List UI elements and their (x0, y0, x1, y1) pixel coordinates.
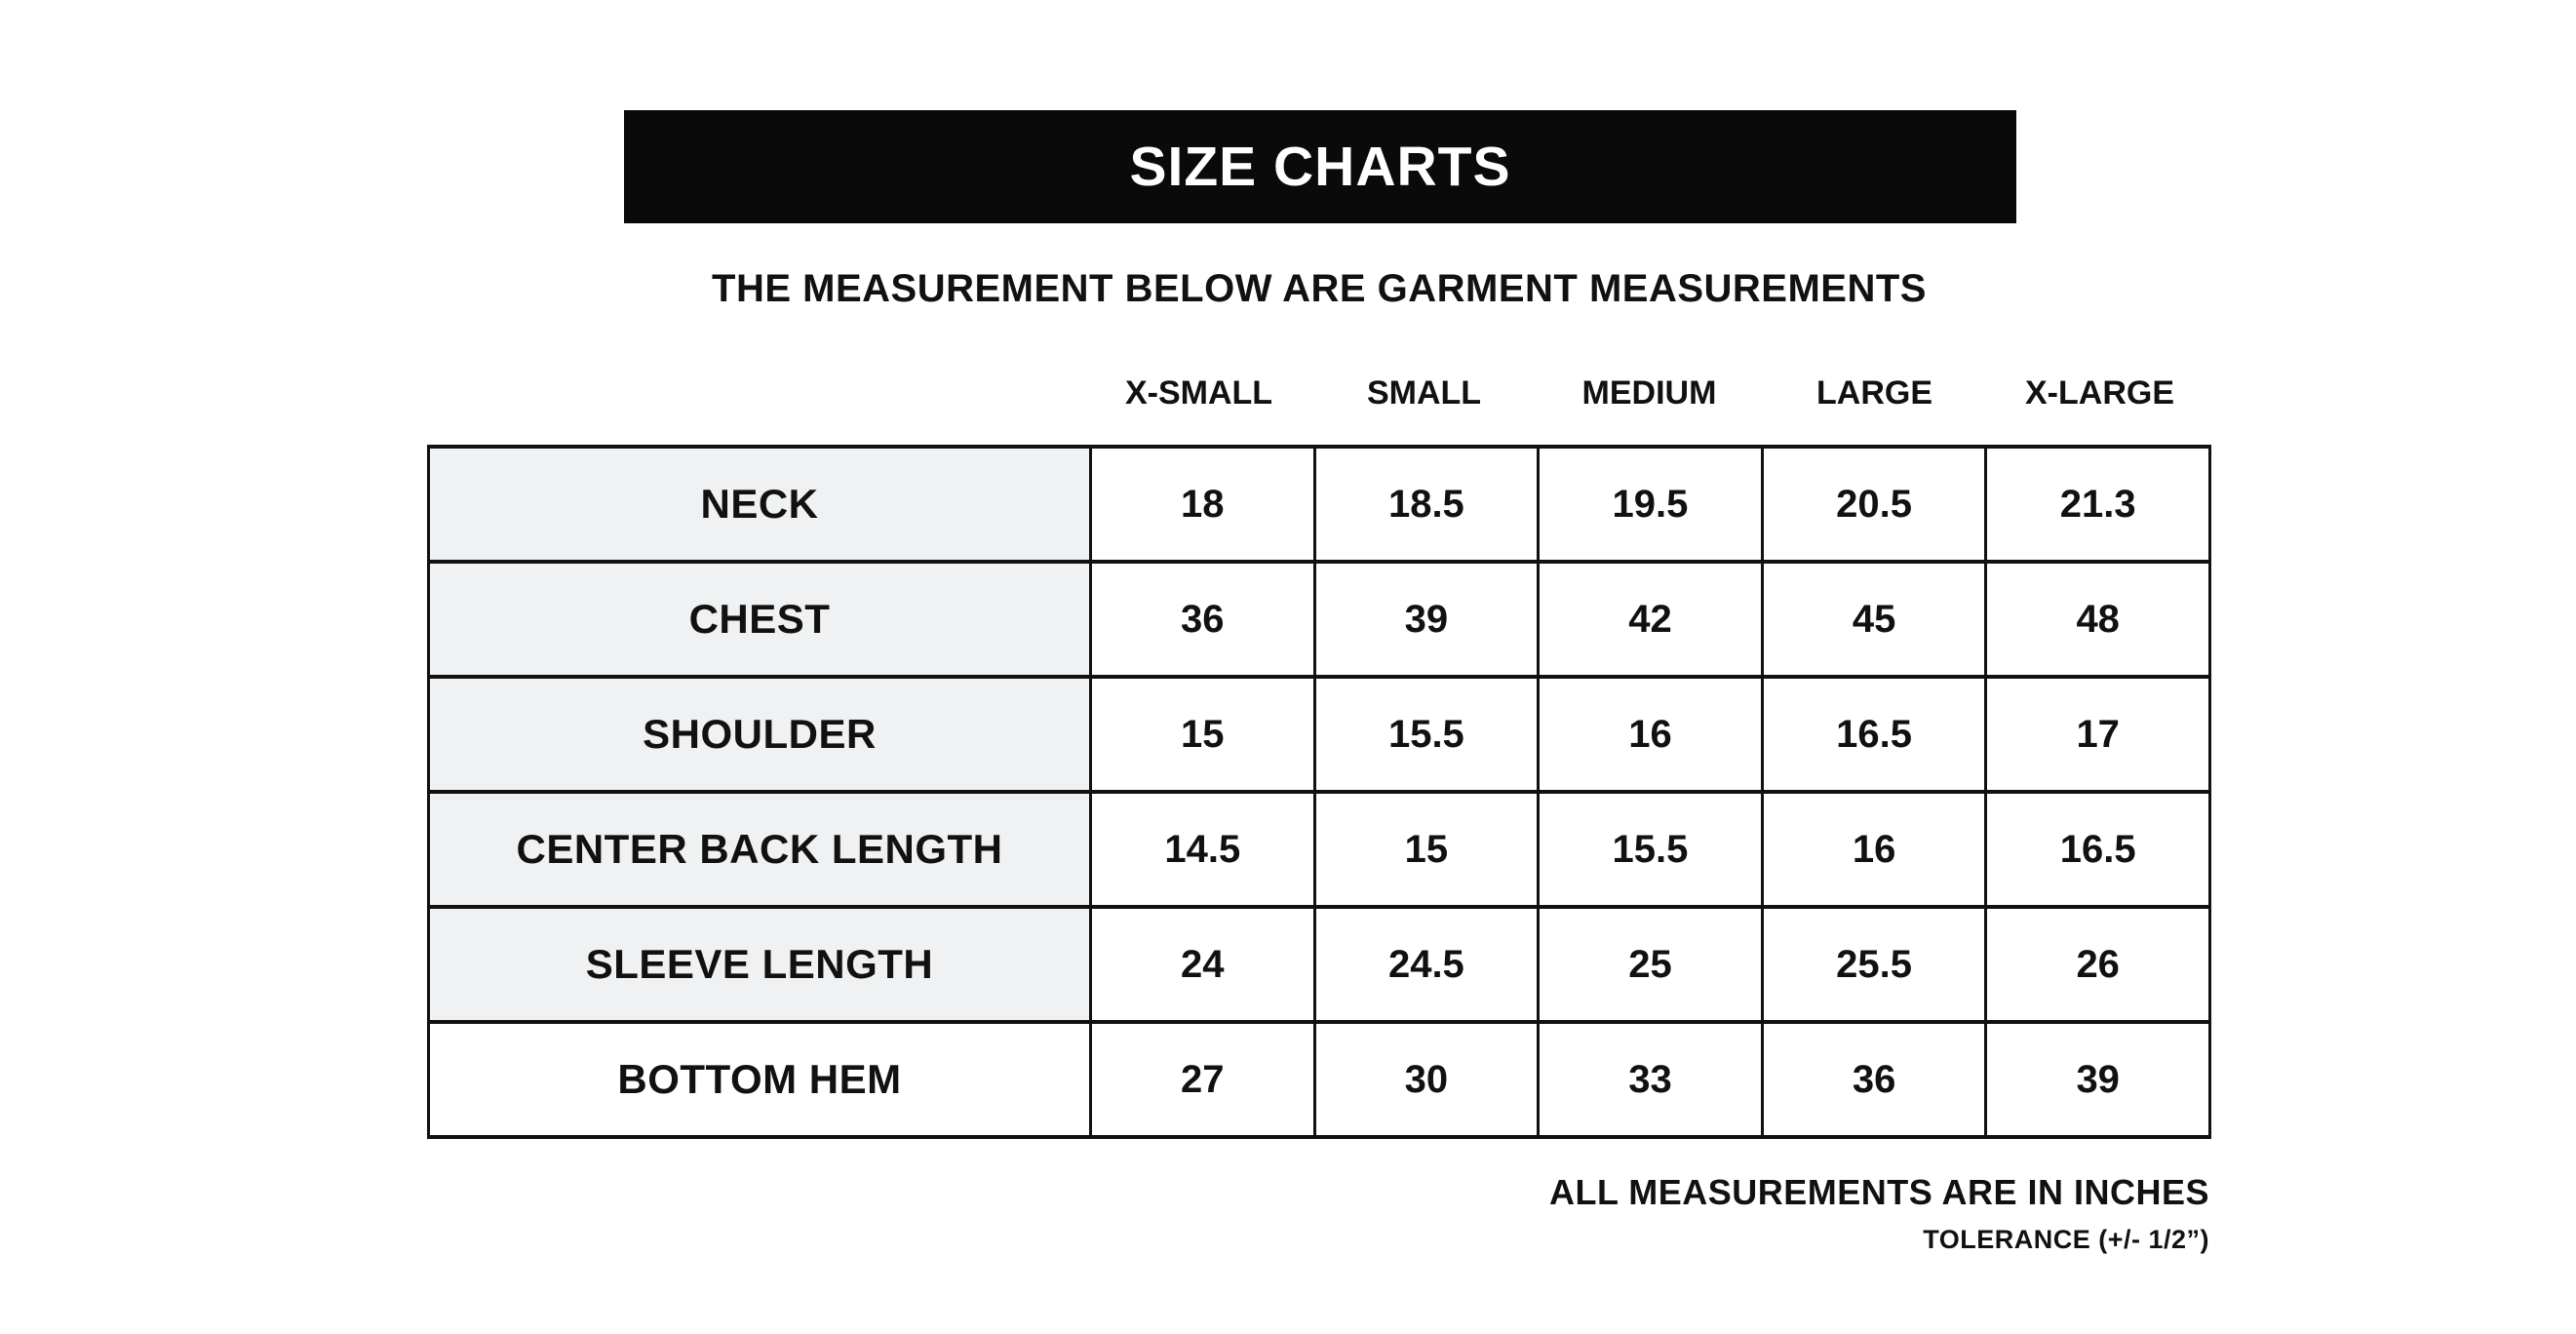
cell-value: 39 (1312, 560, 1541, 679)
cell-value: 14.5 (1089, 790, 1316, 909)
row-label: NECK (427, 445, 1092, 564)
cell-value: 24.5 (1312, 905, 1541, 1024)
title-banner: SIZE CHARTS (624, 110, 2016, 223)
cell-value: 15 (1089, 675, 1316, 794)
cell-value: 24 (1089, 905, 1316, 1024)
column-header-large: LARGE (1816, 374, 1932, 412)
cell-value: 33 (1537, 1020, 1764, 1139)
table-row-center-back-length: CENTER BACK LENGTH 14.5 15 15.5 16 16.5 (427, 790, 2211, 909)
cell-value: 25 (1537, 905, 1764, 1024)
cell-value: 42 (1537, 560, 1764, 679)
cell-value: 36 (1760, 1020, 1988, 1139)
column-header-small: SMALL (1366, 374, 1482, 412)
cell-value: 15.5 (1537, 790, 1764, 909)
row-label: BOTTOM HEM (427, 1020, 1092, 1139)
row-label: SHOULDER (427, 675, 1092, 794)
footer-tolerance: TOLERANCE (+/- 1/2”) (1923, 1225, 2209, 1254)
cell-value: 20.5 (1760, 445, 1988, 564)
cell-value: 15.5 (1312, 675, 1541, 794)
cell-value: 48 (1984, 560, 2211, 679)
table-row-shoulder: SHOULDER 15 15.5 16 16.5 17 (427, 675, 2211, 794)
cell-value: 25.5 (1760, 905, 1988, 1024)
column-header-medium: MEDIUM (1581, 374, 1717, 412)
column-header-xsmall: X-SMALL (1124, 374, 1273, 412)
size-header-row: X-SMALL SMALL MEDIUM LARGE X-LARGE (1086, 374, 2212, 412)
row-label: CENTER BACK LENGTH (427, 790, 1092, 909)
cell-value: 19.5 (1537, 445, 1764, 564)
column-header-xlarge: X-LARGE (2025, 374, 2174, 412)
cell-value: 15 (1312, 790, 1541, 909)
cell-value: 21.3 (1984, 445, 2211, 564)
row-label: CHEST (427, 560, 1092, 679)
cell-value: 16.5 (1760, 675, 1988, 794)
footer: ALL MEASUREMENTS ARE IN INCHES TOLERANCE… (427, 1172, 2209, 1255)
cell-value: 27 (1089, 1020, 1316, 1139)
cell-value: 16.5 (1984, 790, 2211, 909)
cell-value: 18.5 (1312, 445, 1541, 564)
cell-value: 16 (1760, 790, 1988, 909)
table-row-neck: NECK 18 18.5 19.5 20.5 21.3 (427, 445, 2211, 564)
cell-value: 16 (1537, 675, 1764, 794)
footer-note: ALL MEASUREMENTS ARE IN INCHES (1548, 1172, 2209, 1212)
cell-value: 26 (1984, 905, 2211, 1024)
page-title: SIZE CHARTS (1129, 136, 1511, 198)
row-label: SLEEVE LENGTH (427, 905, 1092, 1024)
size-chart-table: NECK 18 18.5 19.5 20.5 21.3 CHEST 36 39 … (427, 445, 2211, 1139)
cell-value: 30 (1312, 1020, 1541, 1139)
table-row-chest: CHEST 36 39 42 45 48 (427, 560, 2211, 679)
subtitle: THE MEASUREMENT BELOW ARE GARMENT MEASUR… (712, 267, 1927, 310)
table-row-sleeve-length: SLEEVE LENGTH 24 24.5 25 25.5 26 (427, 905, 2211, 1024)
cell-value: 36 (1089, 560, 1316, 679)
table-row-bottom-hem: BOTTOM HEM 27 30 33 36 39 (427, 1020, 2211, 1139)
cell-value: 39 (1984, 1020, 2211, 1139)
cell-value: 45 (1760, 560, 1988, 679)
cell-value: 18 (1089, 445, 1316, 564)
cell-value: 17 (1984, 675, 2211, 794)
